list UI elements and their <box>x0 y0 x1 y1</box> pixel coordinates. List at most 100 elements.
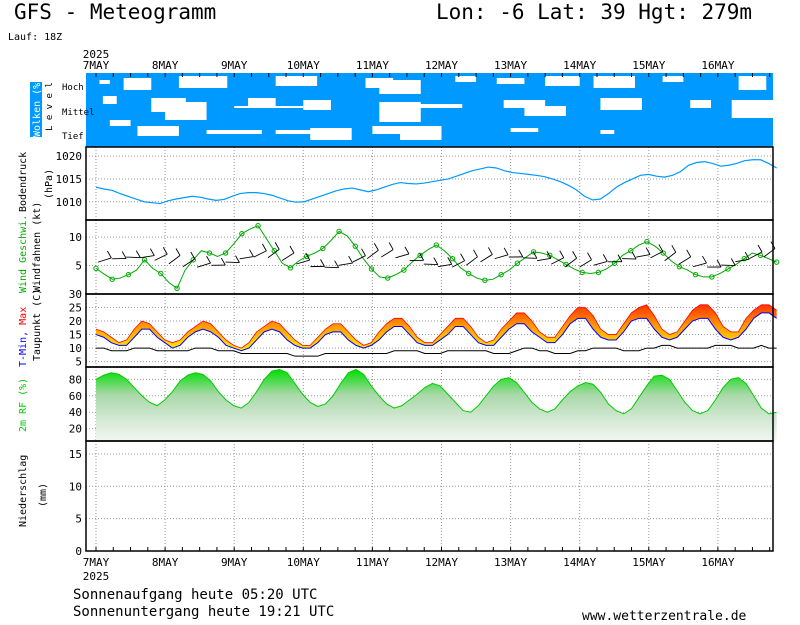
wind-barb-flag <box>121 251 127 259</box>
cloud-patch-24 <box>731 100 774 118</box>
cloud-patch-29 <box>310 128 352 140</box>
temperature-ytick-15: 15 <box>69 329 82 342</box>
sunrise-text: Sonnenaufgang heute 05:20 UTC <box>73 587 318 603</box>
wind-barb-flag <box>305 252 311 261</box>
wind-ytick-10: 10 <box>69 231 82 244</box>
wind-barb-shaft <box>296 259 310 265</box>
humidity-ylabel: 2m RF (%) <box>18 378 29 432</box>
wind-speed-marker <box>514 260 521 266</box>
wind-barb-flag <box>757 244 763 253</box>
humidity-ytick-60: 60 <box>69 390 82 403</box>
wind-speed-marker <box>482 277 488 284</box>
pressure-frame <box>85 146 774 221</box>
cloud-level-axis-label: L e v e l <box>45 82 55 131</box>
wind-speed-marker <box>466 270 472 277</box>
wind-barb-flag <box>460 253 466 261</box>
cloud-patch-23 <box>690 100 711 108</box>
wind-speed-marker <box>239 230 245 237</box>
pressure-unit: (hPa) <box>44 169 55 199</box>
wind-speed-marker <box>725 266 731 272</box>
wind-speed-marker <box>93 265 99 272</box>
wind-speed-marker <box>385 275 391 281</box>
wind-speed-line <box>95 225 777 290</box>
wind-speed-marker <box>352 243 358 249</box>
cloud-patch-7 <box>496 78 525 84</box>
wind-barb-flag <box>546 251 552 259</box>
wind-barb-flag <box>261 243 267 252</box>
date-label-bottom-8MAY: 8MAY <box>152 556 179 569</box>
cloud-patch-34 <box>773 126 781 130</box>
cloud-patch-0 <box>99 80 110 84</box>
wind-speed-marker <box>190 257 196 263</box>
precipitation-ytick-15: 15 <box>69 448 82 461</box>
wind-speed-marker <box>222 250 229 256</box>
precipitation-ytick-10: 10 <box>69 480 82 493</box>
wind-barb-shaft <box>239 256 254 260</box>
wind-barb-flag <box>447 257 453 265</box>
date-label-top-12MAY: 12MAY <box>425 59 458 72</box>
wind-barb-flag <box>135 250 141 258</box>
wind-barb-shaft <box>735 258 750 263</box>
wind-barb-flag <box>702 255 707 264</box>
wind-barb-shaft <box>437 263 452 268</box>
date-label-top-16MAY: 16MAY <box>701 59 734 72</box>
wind-barb-shaft <box>650 251 664 259</box>
date-label-bottom-13MAY: 13MAY <box>494 556 527 569</box>
temperature-ytick-25: 25 <box>69 302 82 315</box>
cloud-patch-19 <box>400 104 463 108</box>
precipitation-unit: (mm) <box>38 483 49 507</box>
temperature-ytick-30: 30 <box>69 288 82 301</box>
wind-barb-flag <box>473 249 478 258</box>
temperature-ytick-20: 20 <box>69 315 82 328</box>
wind-barb-flag <box>559 250 565 258</box>
wind-barb-flag <box>348 255 354 264</box>
cloud-patch-8 <box>545 76 580 86</box>
wind-barb-flag <box>249 249 254 257</box>
cloud-patch-15 <box>248 98 276 106</box>
wind-speed-marker <box>741 256 747 262</box>
wind-speed-marker <box>547 252 553 258</box>
wind-speed-marker <box>579 269 585 276</box>
wind-barb-flag <box>602 254 608 262</box>
cloud-level-mittel: Mittel <box>62 108 95 118</box>
wind-barb-flag <box>404 246 410 255</box>
wind-barb-shaft <box>678 256 691 265</box>
date-label-top-11MAY: 11MAY <box>356 59 389 72</box>
wind-speed-marker <box>709 274 715 280</box>
chart-title: GFS - Meteogramm <box>14 0 217 24</box>
website-link[interactable]: www.wetterzentrale.de <box>582 609 747 624</box>
wind-barb-flag <box>419 253 425 261</box>
wind-speed-marker <box>449 256 456 262</box>
date-label-bottom-7MAY: 7MAY <box>83 556 110 569</box>
wind-speed-marker <box>255 222 261 229</box>
wind-barb-flag <box>617 254 623 262</box>
date-label-bottom-10MAY: 10MAY <box>287 556 320 569</box>
date-label-bottom-12MAY: 12MAY <box>425 556 458 569</box>
wind-barb-flag <box>206 255 211 264</box>
wind-speed-marker <box>174 285 180 292</box>
cloud-patch-5 <box>379 80 421 94</box>
wind-barb-flag <box>388 242 394 250</box>
wind-barb-flag <box>274 242 280 250</box>
date-label-bottom-9MAY: 9MAY <box>221 556 248 569</box>
wind-barb-shaft <box>423 263 438 266</box>
temperature-range-area <box>96 304 777 351</box>
wind-barb-flag <box>190 251 196 260</box>
wind-speed-marker <box>773 259 780 265</box>
date-label-top-8MAY: 8MAY <box>152 59 179 72</box>
wind-speed-marker <box>368 266 375 272</box>
wind-speed-marker <box>595 269 602 276</box>
cloud-patch-33 <box>600 130 615 134</box>
wind-barb-flag <box>235 255 240 263</box>
date-label-top-9MAY: 9MAY <box>221 59 248 72</box>
wind-barb-flag <box>149 248 155 256</box>
humidity-ytick-20: 20 <box>69 423 82 436</box>
date-label-bottom-16MAY: 16MAY <box>701 556 734 569</box>
wind-barb-shaft <box>281 252 295 261</box>
wind-barb-shaft <box>480 254 493 263</box>
wind-speed-marker <box>336 228 342 235</box>
temperature-ylabel2: Taupunkt (C) <box>32 289 43 361</box>
cloud-ylabel-group: Wolken (%) <box>30 77 43 137</box>
cloud-patch-20 <box>503 100 546 108</box>
